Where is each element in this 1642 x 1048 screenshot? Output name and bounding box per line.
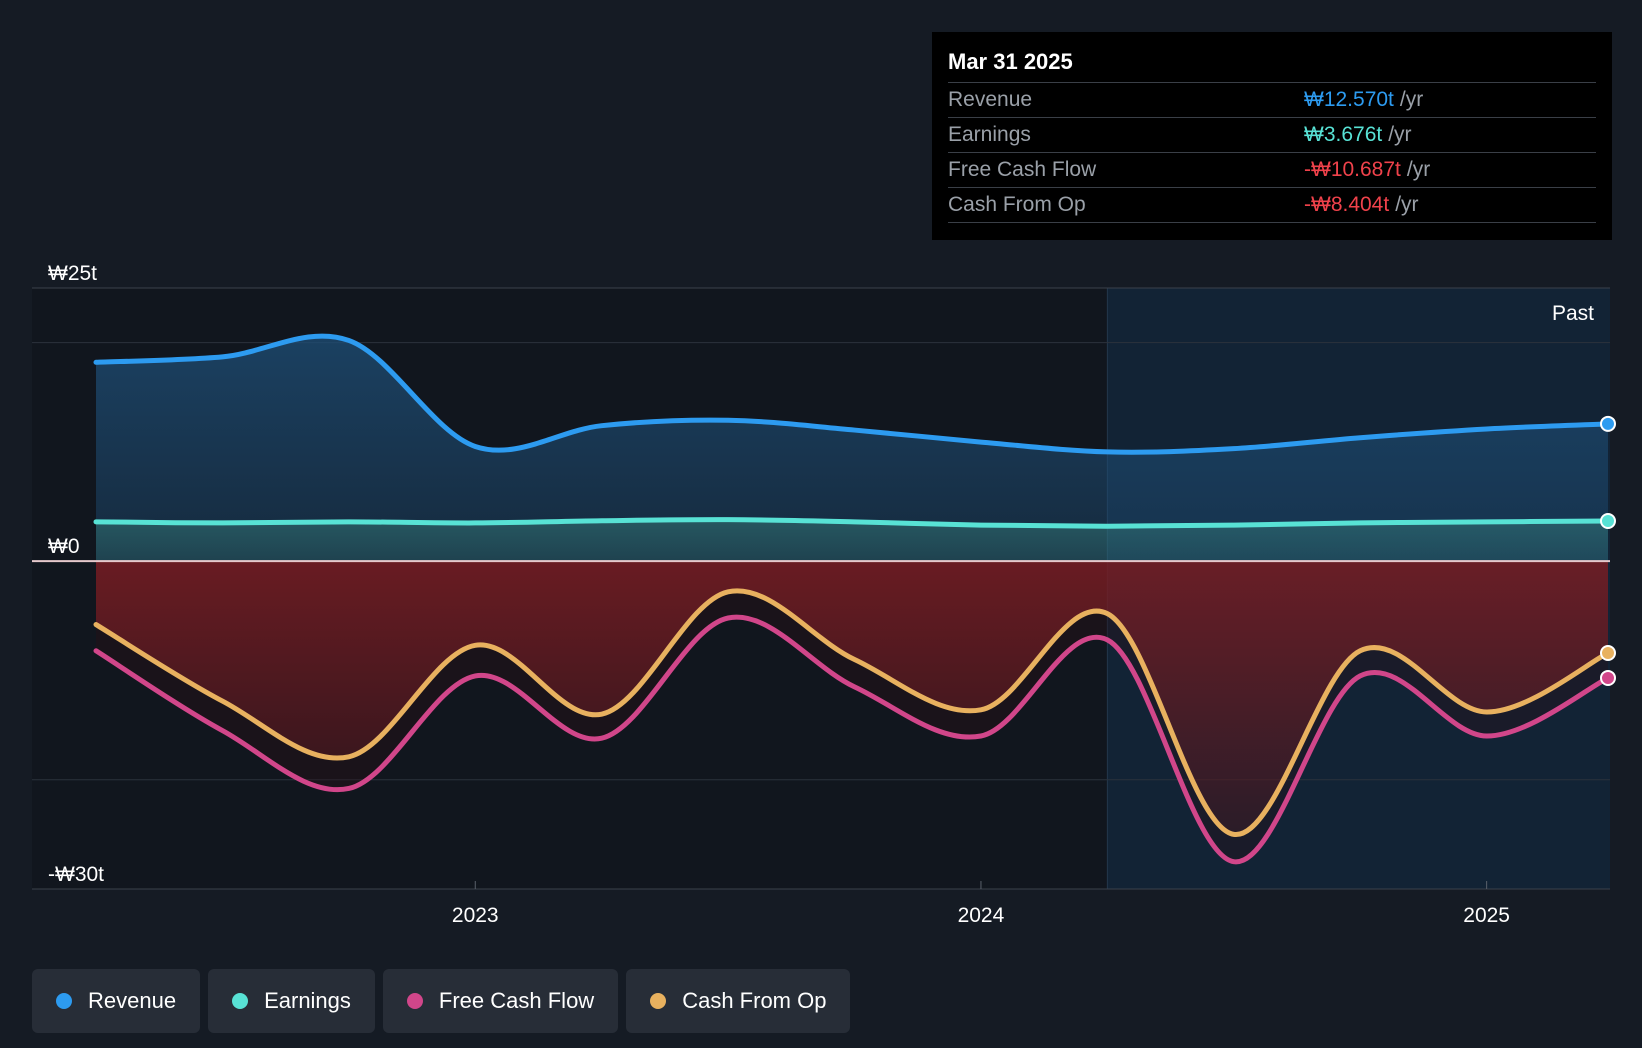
tooltip-row-cash-from-op: Cash From Op -₩8.404t/yr [948,187,1596,223]
legend-item-earnings[interactable]: Earnings [208,969,375,1033]
tooltip-label: Revenue [948,88,1033,111]
tooltip-value: -₩10.687t [1304,158,1401,181]
tooltip-value: -₩8.404t [1304,193,1390,216]
tooltip-unit: /yr [1395,193,1419,216]
earnings-end-point [1600,513,1616,530]
cash-from-op-area [96,561,1608,835]
tooltip-label: Earnings [948,123,1031,146]
tooltip-label: Free Cash Flow [948,158,1097,181]
tooltip-row-free-cash-flow: Free Cash Flow -₩10.687t/yr [948,152,1596,187]
revenue-end-point [1600,415,1616,432]
tooltip-value-wrap: ₩12.570t/yr [1304,83,1423,117]
cash-from-op-line [93,588,1611,837]
tooltip: Mar 31 2025 Revenue ₩12.570t/yr Earnings… [932,32,1612,240]
legend-item-cash-from-op[interactable]: Cash From Op [626,969,851,1033]
x-tick-label: 2025 [1463,904,1510,927]
x-tick-label: 2024 [958,904,1005,927]
earnings-area [96,519,1608,562]
legend-dot-icon [56,993,72,1009]
y-tick-label: -₩30t [48,863,104,886]
tooltip-row-earnings: Earnings ₩3.676t/yr [948,117,1596,152]
tooltip-label: Cash From Op [948,193,1086,216]
tooltip-value: ₩12.570t [1304,88,1394,111]
tooltip-value-wrap: -₩10.687t/yr [1304,153,1430,187]
legend-label: Free Cash Flow [438,988,595,1013]
free-cash-flow-end-point [1600,669,1616,686]
legend-item-free-cash-flow[interactable]: Free Cash Flow [382,969,619,1033]
legend-label: Cash From Op [682,988,827,1013]
revenue-line [93,333,1611,455]
earnings-line [93,517,1611,529]
tooltip-unit: /yr [1406,158,1431,181]
revenue-area [96,336,1608,562]
legend-item-revenue[interactable]: Revenue [32,969,201,1033]
cash-from-op-end-point [1600,645,1616,662]
tooltip-value: ₩3.676t [1304,123,1383,146]
legend-dot-icon [650,993,667,1009]
y-tick-label: ₩0 [48,535,80,558]
free-cash-flow-area [96,561,1608,862]
free-cash-flow-line [93,614,1611,865]
tooltip-unit: /yr [1388,123,1412,146]
tooltip-value-wrap: -₩8.404t/yr [1304,188,1419,222]
tooltip-date: Mar 31 2025 [948,49,1073,74]
past-label: Past [1552,302,1594,325]
legend: Revenue Earnings Free Cash Flow Cash Fro… [32,969,851,1033]
tooltip-unit: /yr [1399,88,1424,111]
legend-label: Earnings [264,988,351,1013]
x-tick-label: 2023 [452,904,499,927]
legend-dot-icon [406,993,423,1009]
y-tick-label: ₩25t [48,262,97,285]
legend-label: Revenue [88,988,177,1013]
legend-dot-icon [232,993,249,1009]
tooltip-value-wrap: ₩3.676t/yr [1304,118,1412,152]
tooltip-row-revenue: Revenue ₩12.570t/yr [948,82,1596,117]
